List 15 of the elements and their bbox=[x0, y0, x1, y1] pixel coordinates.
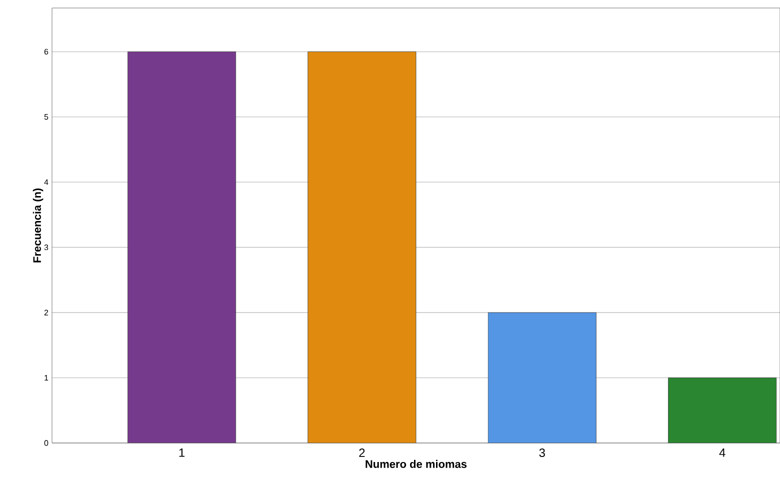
y-tick-label: 5 bbox=[44, 114, 48, 120]
y-tick-label: 6 bbox=[44, 48, 48, 55]
x-tick-label: 2 bbox=[359, 448, 365, 457]
y-tick-label: 1 bbox=[44, 375, 48, 381]
y-tick-label: 4 bbox=[44, 179, 48, 185]
bar bbox=[308, 51, 416, 443]
x-axis-title: Numero de miomas bbox=[366, 460, 467, 468]
x-tick-label: 1 bbox=[179, 448, 184, 457]
y-tick-label: 0 bbox=[44, 440, 48, 446]
bar bbox=[668, 378, 777, 443]
y-axis-title: Frecuencia (n) bbox=[32, 188, 44, 262]
y-tick-label: 2 bbox=[44, 310, 48, 316]
y-tick-label: 3 bbox=[44, 244, 48, 250]
x-tick-label: 3 bbox=[539, 448, 545, 458]
x-tick-label: 4 bbox=[719, 448, 726, 457]
